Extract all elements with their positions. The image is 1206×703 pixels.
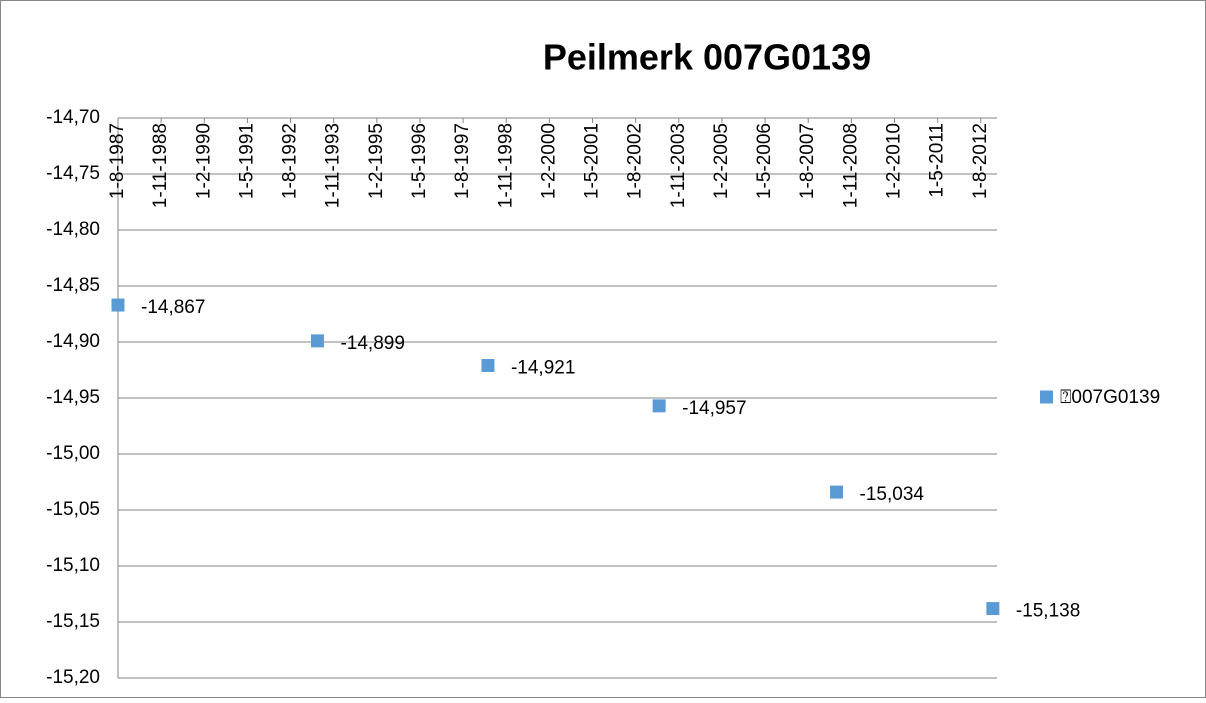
y-tick-label: -14,70 (46, 107, 100, 128)
x-tick-label: 1-5-2001 (582, 123, 603, 199)
x-tick-label: 1-11-1993 (323, 123, 344, 208)
y-tick-label: -14,75 (46, 163, 100, 184)
x-tick-label: 1-8-2002 (625, 123, 646, 199)
x-tick-label: 1-8-2012 (970, 123, 991, 199)
x-tick-label: 1-2-2005 (711, 123, 732, 199)
x-tick-label: 1-2-2010 (884, 123, 905, 199)
marker (481, 359, 495, 373)
y-tick-label: -15,05 (46, 499, 100, 520)
data-label: -14,921 (511, 358, 575, 379)
marker (111, 298, 125, 312)
legend-label: ⍰007G0139 (1060, 387, 1160, 408)
data-label: -15,138 (1016, 601, 1080, 622)
x-tick-label: 1-8-1992 (280, 123, 301, 199)
x-tick-label: 1-11-2008 (840, 123, 861, 208)
x-tick-label: 1-5-1996 (409, 123, 430, 199)
x-tick-label: 1-8-1997 (452, 123, 473, 199)
y-tick-label: -14,80 (46, 219, 100, 240)
marker (652, 399, 666, 413)
x-tick-label: 1-11-2003 (668, 123, 689, 208)
x-tick-label: 1-2-2000 (538, 123, 559, 199)
x-tick-label: 1-5-1991 (236, 123, 257, 199)
x-tick-label: 1-5-2011 (927, 123, 948, 198)
data-label: -15,034 (860, 484, 925, 505)
x-tick-label: 1-8-1987 (107, 123, 128, 199)
data-label: -14,867 (141, 297, 205, 318)
data-label: -14,957 (682, 398, 746, 419)
x-tick-label: 1-2-1990 (193, 123, 214, 199)
marker (310, 334, 324, 348)
x-tick-label: 1-2-1995 (366, 123, 387, 199)
y-tick-label: -14,85 (46, 275, 100, 296)
y-tick-label: -14,95 (46, 387, 100, 408)
data-label: -14,899 (340, 333, 404, 354)
y-tick-label: -15,10 (46, 555, 100, 576)
marker (830, 485, 844, 499)
x-tick-label: 1-8-2007 (797, 123, 818, 199)
y-tick-label: -15,15 (46, 611, 100, 632)
y-tick-label: -15,20 (46, 667, 100, 688)
y-tick-label: -14,90 (46, 331, 100, 352)
legend-marker (1040, 390, 1053, 404)
marker (986, 602, 1000, 616)
chart-title: Peilmerk 007G0139 (543, 37, 871, 78)
y-tick-label: -15,00 (46, 443, 100, 464)
x-tick-label: 1-5-2006 (754, 123, 775, 199)
x-tick-label: 1-11-1998 (495, 123, 516, 208)
x-tick-label: 1-11-1988 (150, 123, 171, 208)
